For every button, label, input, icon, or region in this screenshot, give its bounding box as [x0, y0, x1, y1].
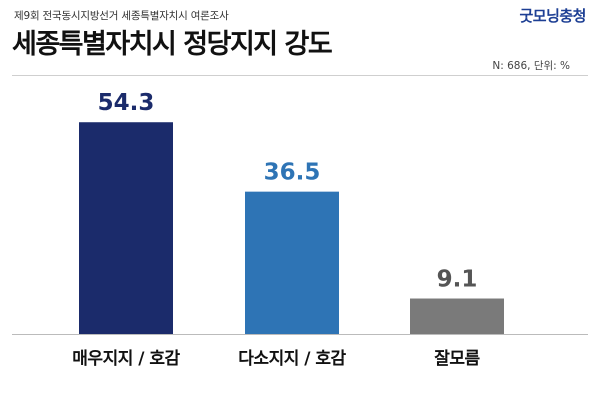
chart-title: 세종특별자치시 정당지지 강도 [12, 29, 333, 60]
category-label-3: 잘모름 [434, 348, 480, 369]
bar-1 [79, 122, 173, 334]
survey-subtitle: 제9회 전국동시지방선거 세종특별자치시 여론조사 [14, 10, 229, 22]
brand-logo: 굿모닝충청 [519, 7, 586, 25]
title-divider [12, 75, 588, 76]
category-label-1: 매우지지 / 호감 [72, 349, 180, 369]
bar-3 [410, 298, 504, 334]
value-label-3: 9.1 [437, 267, 478, 293]
bar-2 [245, 191, 339, 334]
category-label-2: 다소지지 / 호감 [238, 349, 346, 369]
value-label-2: 36.5 [264, 160, 321, 186]
value-label-1: 54.3 [98, 90, 155, 116]
sample-note: N: 686, 단위: % [492, 60, 570, 72]
